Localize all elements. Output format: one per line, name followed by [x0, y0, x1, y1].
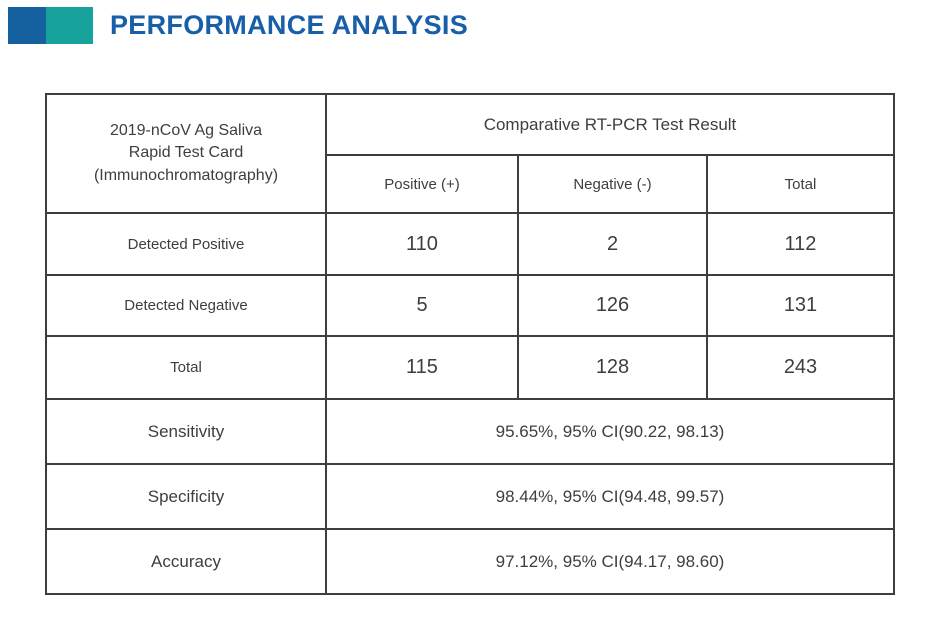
- corner-header-cell: 2019-nCoV Ag Saliva Rapid Test Card (Imm…: [45, 93, 327, 214]
- table-row-total: Total 115 128 243: [45, 335, 895, 400]
- accent-square-blue-icon: [8, 7, 46, 44]
- page-title: PERFORMANCE ANALYSIS: [110, 10, 469, 40]
- group-header-cell: Comparative RT-PCR Test Result: [325, 93, 895, 156]
- performance-table: 2019-nCoV Ag Saliva Rapid Test Card (Imm…: [45, 93, 895, 595]
- cell-value: 5: [325, 274, 519, 337]
- metric-value: 98.44%, 95% CI(94.48, 99.57): [325, 463, 895, 530]
- table-row-detected-negative: Detected Negative 5 126 131: [45, 274, 895, 337]
- table-row-detected-positive: Detected Positive 110 2 112: [45, 212, 895, 276]
- row-label: Detected Negative: [45, 274, 327, 337]
- metric-value: 95.65%, 95% CI(90.22, 98.13): [325, 398, 895, 465]
- col-header-negative: Negative (-): [517, 154, 708, 214]
- row-label: Total: [45, 335, 327, 400]
- metric-label: Accuracy: [45, 528, 327, 595]
- cell-value: 243: [706, 335, 895, 400]
- table-row-sensitivity: Sensitivity 95.65%, 95% CI(90.22, 98.13): [45, 398, 895, 465]
- col-header-total: Total: [706, 154, 895, 214]
- col-header-positive: Positive (+): [325, 154, 519, 214]
- corner-line: (Immunochromatography): [93, 166, 279, 184]
- table-row-column-headers: Positive (+) Negative (-) Total: [46, 154, 895, 214]
- brand-mark: [8, 7, 93, 44]
- accent-square-teal-icon: [46, 7, 93, 44]
- table-row-group-header: 2019-nCoV Ag Saliva Rapid Test Card (Imm…: [45, 93, 895, 214]
- table-row-specificity: Specificity 98.44%, 95% CI(94.48, 99.57): [45, 463, 895, 530]
- cell-value: 110: [325, 212, 519, 276]
- cell-value: 115: [325, 335, 519, 400]
- cell-value: 128: [517, 335, 708, 400]
- cell-value: 126: [517, 274, 708, 337]
- row-label: Detected Positive: [45, 212, 327, 276]
- metric-label: Sensitivity: [45, 398, 327, 465]
- cell-value: 2: [517, 212, 708, 276]
- table-row-accuracy: Accuracy 97.12%, 95% CI(94.17, 98.60): [45, 528, 895, 595]
- cell-value: 131: [706, 274, 895, 337]
- metric-label: Specificity: [45, 463, 327, 530]
- metric-value: 97.12%, 95% CI(94.17, 98.60): [325, 528, 895, 595]
- corner-line: Rapid Test Card: [128, 144, 244, 162]
- corner-line: 2019-nCoV Ag Saliva: [109, 121, 263, 139]
- cell-value: 112: [706, 212, 895, 276]
